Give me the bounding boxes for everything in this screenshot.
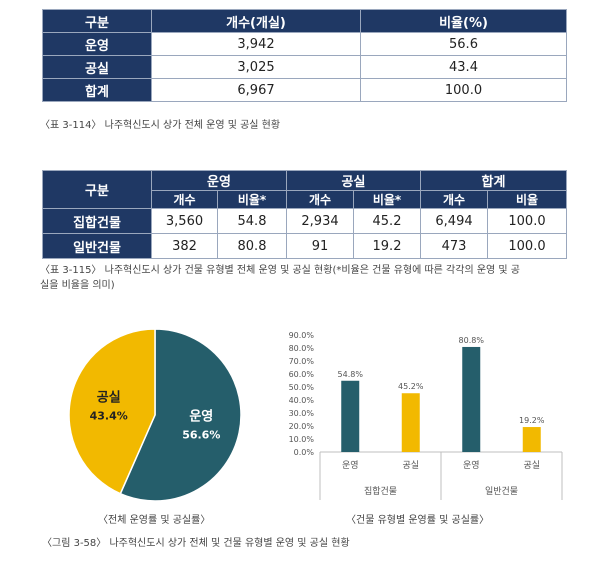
pie-slice-value-label: 43.4% bbox=[90, 409, 128, 422]
table-cell: 2,934 bbox=[286, 208, 354, 234]
table-cell: 6,494 bbox=[420, 208, 488, 234]
table-cell: 3,560 bbox=[151, 208, 218, 234]
group-header: 공실 bbox=[286, 170, 421, 191]
table-cell: 91 bbox=[286, 233, 354, 259]
table-header-row: 구분 개수(개실) 비율(%) bbox=[42, 9, 567, 33]
bar-chart: 0.0% 10.0% 20.0% 30.0% 40.0% 50.0% 60.0% 70.0% 8… bbox=[289, 331, 563, 500]
table-subheader-row: 개수 비율* 개수 비율* 개수 비율 bbox=[43, 190, 567, 209]
table-cell: 100.0 bbox=[487, 233, 567, 259]
x-group-label: 집합건물 bbox=[364, 485, 397, 497]
bar bbox=[462, 346, 481, 452]
table-cell: 3,942 bbox=[151, 32, 361, 56]
bar-value-label: 19.2% bbox=[519, 416, 545, 425]
y-tick-label: 90.0% bbox=[289, 331, 315, 340]
table-cell: 80.8 bbox=[217, 233, 287, 259]
x-category-label: 공실 bbox=[402, 460, 419, 471]
bar bbox=[401, 393, 420, 452]
table-cell: 54.8 bbox=[217, 208, 287, 234]
caption-line: 실을 비율을 의미) bbox=[40, 280, 115, 291]
column-header: 비율* bbox=[353, 190, 421, 209]
table-operation-overview: 구분 개수(개실) 비율(%) 운영 3,942 56.6 공실 3,025 4… bbox=[42, 9, 567, 102]
table-cell: 45.2 bbox=[353, 208, 421, 234]
figure-caption: 〈그림 3-58〉 나주혁신도시 상가 전체 및 건물 유형별 운영 및 공실 … bbox=[42, 538, 350, 549]
x-category-label: 운영 bbox=[463, 460, 480, 471]
column-header: 개수 bbox=[420, 190, 488, 209]
row-header: 공실 bbox=[42, 55, 152, 79]
row-header: 운영 bbox=[42, 32, 152, 56]
y-tick-label: 80.0% bbox=[289, 344, 315, 353]
table-row: 일반건물 382 80.8 91 19.2 473 100.0 bbox=[42, 233, 567, 259]
column-header: 개수 bbox=[286, 190, 354, 209]
bar-value-label: 45.2% bbox=[398, 382, 424, 391]
y-tick-label: 70.0% bbox=[289, 357, 315, 366]
table-cell: 100.0 bbox=[487, 208, 567, 234]
table-row: 공실 3,025 43.4 bbox=[42, 55, 567, 79]
table-row: 합계 6,967 100.0 bbox=[42, 78, 567, 102]
table-row: 운영 3,942 56.6 bbox=[42, 32, 567, 56]
y-tick-label: 0.0% bbox=[294, 448, 315, 457]
pie-chart: 운영 56.6% 공실 43.4% bbox=[68, 328, 242, 502]
row-header: 합계 bbox=[42, 78, 152, 102]
group-header: 합계 bbox=[420, 170, 567, 191]
bar bbox=[522, 427, 541, 452]
y-tick-label: 60.0% bbox=[289, 370, 315, 379]
table-cell: 100.0 bbox=[360, 78, 567, 102]
table-cell: 56.6 bbox=[360, 32, 567, 56]
bar-value-label: 80.8% bbox=[459, 336, 485, 345]
pie-slice-value-label: 56.6% bbox=[182, 429, 220, 442]
column-header: 개수(개실) bbox=[151, 9, 361, 33]
table-cell: 473 bbox=[420, 233, 488, 259]
pie-slice-vacant bbox=[68, 328, 156, 495]
table-caption: 〈표 3-114〉 나주혁신도시 상가 전체 운영 및 공실 현황 bbox=[40, 120, 281, 131]
table-header-row: 구분 운영 공실 합계 bbox=[42, 170, 567, 209]
column-header: 비율 bbox=[487, 190, 567, 209]
bar bbox=[341, 380, 360, 452]
table-cell: 43.4 bbox=[360, 55, 567, 79]
column-header: 구분 bbox=[42, 9, 152, 33]
column-header: 비율(%) bbox=[360, 9, 567, 33]
table-cell: 382 bbox=[151, 233, 218, 259]
pie-slice-category-label: 운영 bbox=[189, 410, 213, 425]
table-cell: 6,967 bbox=[151, 78, 361, 102]
pie-caption: 〈전체 운영률 및 공실률〉 bbox=[98, 515, 211, 526]
column-header: 구분 bbox=[42, 170, 152, 209]
table-cell: 19.2 bbox=[353, 233, 421, 259]
table-cell: 3,025 bbox=[151, 55, 361, 79]
table-operation-by-building-type: 구분 운영 공실 합계 개수 비율* 개수 비율* 개수 비율 집합건물 3,5… bbox=[42, 170, 567, 259]
group-header: 운영 bbox=[151, 170, 287, 191]
bar-value-label: 54.8% bbox=[338, 370, 364, 379]
row-header: 일반건물 bbox=[42, 233, 152, 259]
column-header: 개수 bbox=[151, 190, 218, 209]
bar-caption: 〈건물 유형별 운영률 및 공실률〉 bbox=[346, 515, 490, 526]
caption-line: 〈표 3-115〉 나주혁신도시 상가 건물 유형별 전체 운영 및 공실 현황… bbox=[40, 265, 520, 276]
y-tick-label: 10.0% bbox=[289, 435, 315, 444]
row-header: 집합건물 bbox=[42, 208, 152, 234]
table-row: 집합건물 3,560 54.8 2,934 45.2 6,494 100.0 bbox=[42, 208, 567, 234]
x-group-label: 일반건물 bbox=[485, 486, 518, 497]
table-caption: 〈표 3-115〉 나주혁신도시 상가 건물 유형별 전체 운영 및 공실 현황… bbox=[40, 263, 570, 293]
pie-slice-operating bbox=[119, 328, 242, 502]
x-category-label: 운영 bbox=[342, 460, 359, 471]
y-tick-label: 50.0% bbox=[289, 383, 315, 392]
y-tick-label: 40.0% bbox=[289, 396, 315, 405]
y-tick-label: 20.0% bbox=[289, 422, 315, 431]
column-header: 비율* bbox=[217, 190, 287, 209]
y-tick-label: 30.0% bbox=[289, 409, 315, 418]
x-category-label: 공실 bbox=[523, 460, 540, 471]
pie-slice-category-label: 공실 bbox=[97, 389, 121, 405]
